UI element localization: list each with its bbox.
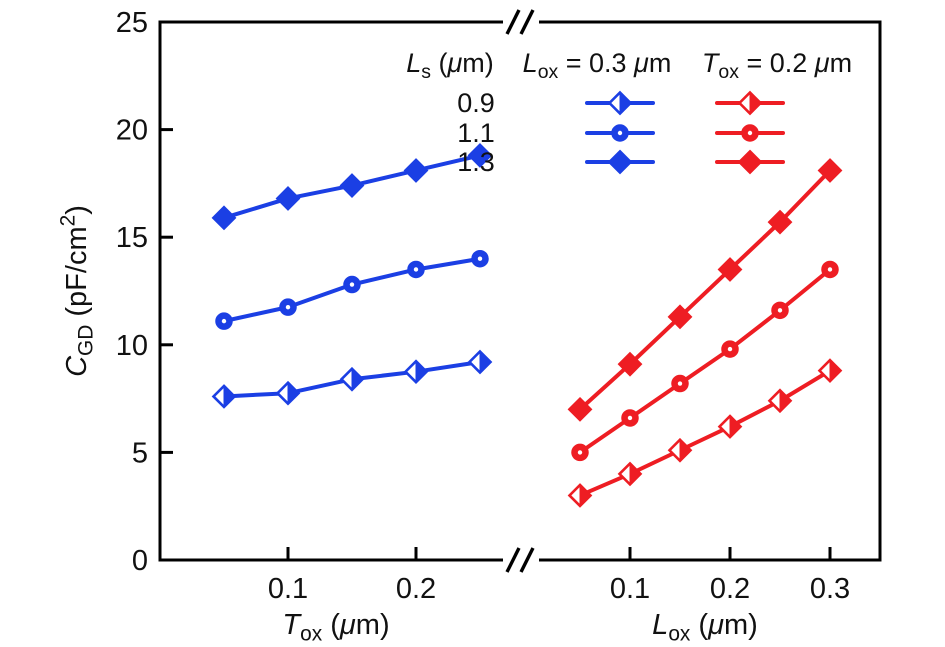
series-line-Lox-panel-1.3 bbox=[578, 168, 832, 412]
legend-row-label: 1.1 bbox=[457, 118, 495, 148]
marker-diamond-icon bbox=[567, 396, 593, 422]
marker-half-diamond-fill bbox=[829, 358, 842, 383]
legend-row-label: 1.3 bbox=[457, 147, 495, 177]
marker-diamond-icon bbox=[817, 158, 843, 183]
marker-half-diamond-fill bbox=[629, 462, 642, 486]
y-tick-label: 20 bbox=[116, 115, 148, 147]
y-axis-label: CGD (pF/cm2) bbox=[56, 205, 97, 377]
x-axis-label-Tox-panel: Tox (μm) bbox=[282, 609, 389, 645]
marker-circle-center bbox=[349, 282, 355, 287]
marker-circle-center bbox=[221, 318, 227, 324]
marker-half-diamond-fill bbox=[479, 350, 492, 374]
x-tick-label: 0.1 bbox=[268, 573, 308, 605]
x-tick-label: 0.1 bbox=[610, 573, 650, 605]
marker-half-diamond-fill bbox=[287, 381, 300, 405]
x-axis-label-Lox-panel: Lox (μm) bbox=[652, 609, 758, 645]
marker-circle-center bbox=[285, 304, 291, 310]
marker-circle-center bbox=[627, 415, 633, 421]
marker-circle-center bbox=[413, 267, 419, 272]
marker-circle-center bbox=[617, 130, 623, 136]
y-tick-label: 5 bbox=[132, 437, 148, 469]
marker-half-diamond-fill bbox=[679, 438, 692, 462]
axis-break-gap bbox=[503, 555, 539, 565]
y-tick-label: 0 bbox=[132, 545, 148, 577]
x-tick-label: 0.2 bbox=[396, 573, 436, 605]
marker-diamond-icon bbox=[717, 257, 743, 282]
marker-circle-center bbox=[477, 256, 483, 261]
marker-half-diamond-fill bbox=[779, 389, 792, 413]
y-tick-label: 15 bbox=[116, 222, 148, 254]
marker-diamond-icon bbox=[667, 304, 693, 330]
marker-diamond-icon bbox=[275, 186, 301, 211]
y-tick-label: 10 bbox=[116, 330, 148, 362]
marker-diamond-icon bbox=[737, 149, 763, 175]
series-line-Lox-panel-0.9 bbox=[578, 368, 832, 498]
axis-break-slash bbox=[519, 547, 535, 573]
legend-series-header: Ls (μm) bbox=[406, 48, 494, 83]
marker-half-diamond-fill bbox=[579, 483, 592, 508]
marker-diamond-icon bbox=[403, 158, 429, 183]
marker-half-diamond-fill bbox=[223, 384, 236, 409]
marker-circle-center bbox=[727, 346, 733, 352]
marker-diamond-icon bbox=[467, 143, 493, 168]
marker-half-diamond-fill bbox=[351, 367, 364, 391]
axis-break-slash bbox=[505, 9, 521, 35]
legend-col-header-1: Tox = 0.2 μm bbox=[702, 48, 852, 83]
marker-half-diamond-fill bbox=[729, 414, 742, 439]
axis-break-slash bbox=[505, 547, 521, 573]
legend-row-label: 0.9 bbox=[457, 88, 495, 118]
marker-half-diamond-fill bbox=[749, 91, 762, 115]
axis-break-slash bbox=[519, 9, 535, 35]
x-tick-label: 0.2 bbox=[710, 573, 750, 605]
marker-circle-center bbox=[747, 130, 753, 136]
axis-break-gap bbox=[503, 17, 539, 27]
marker-half-diamond-fill bbox=[415, 359, 428, 384]
marker-circle-center bbox=[777, 308, 783, 313]
marker-circle-center bbox=[827, 267, 833, 272]
series-line-Lox-panel-1.1 bbox=[578, 267, 832, 455]
y-tick-label: 25 bbox=[116, 7, 148, 39]
legend-col-header-0: Lox = 0.3 μm bbox=[523, 48, 672, 83]
marker-half-diamond-fill bbox=[619, 91, 632, 115]
marker-diamond-icon bbox=[767, 209, 793, 235]
marker-circle-center bbox=[677, 381, 683, 386]
marker-diamond-icon bbox=[617, 351, 643, 377]
marker-diamond-icon bbox=[607, 149, 633, 175]
x-tick-label: 0.3 bbox=[810, 573, 850, 605]
marker-diamond-icon bbox=[339, 173, 365, 198]
marker-diamond-icon bbox=[211, 205, 237, 231]
marker-circle-center bbox=[577, 450, 583, 455]
